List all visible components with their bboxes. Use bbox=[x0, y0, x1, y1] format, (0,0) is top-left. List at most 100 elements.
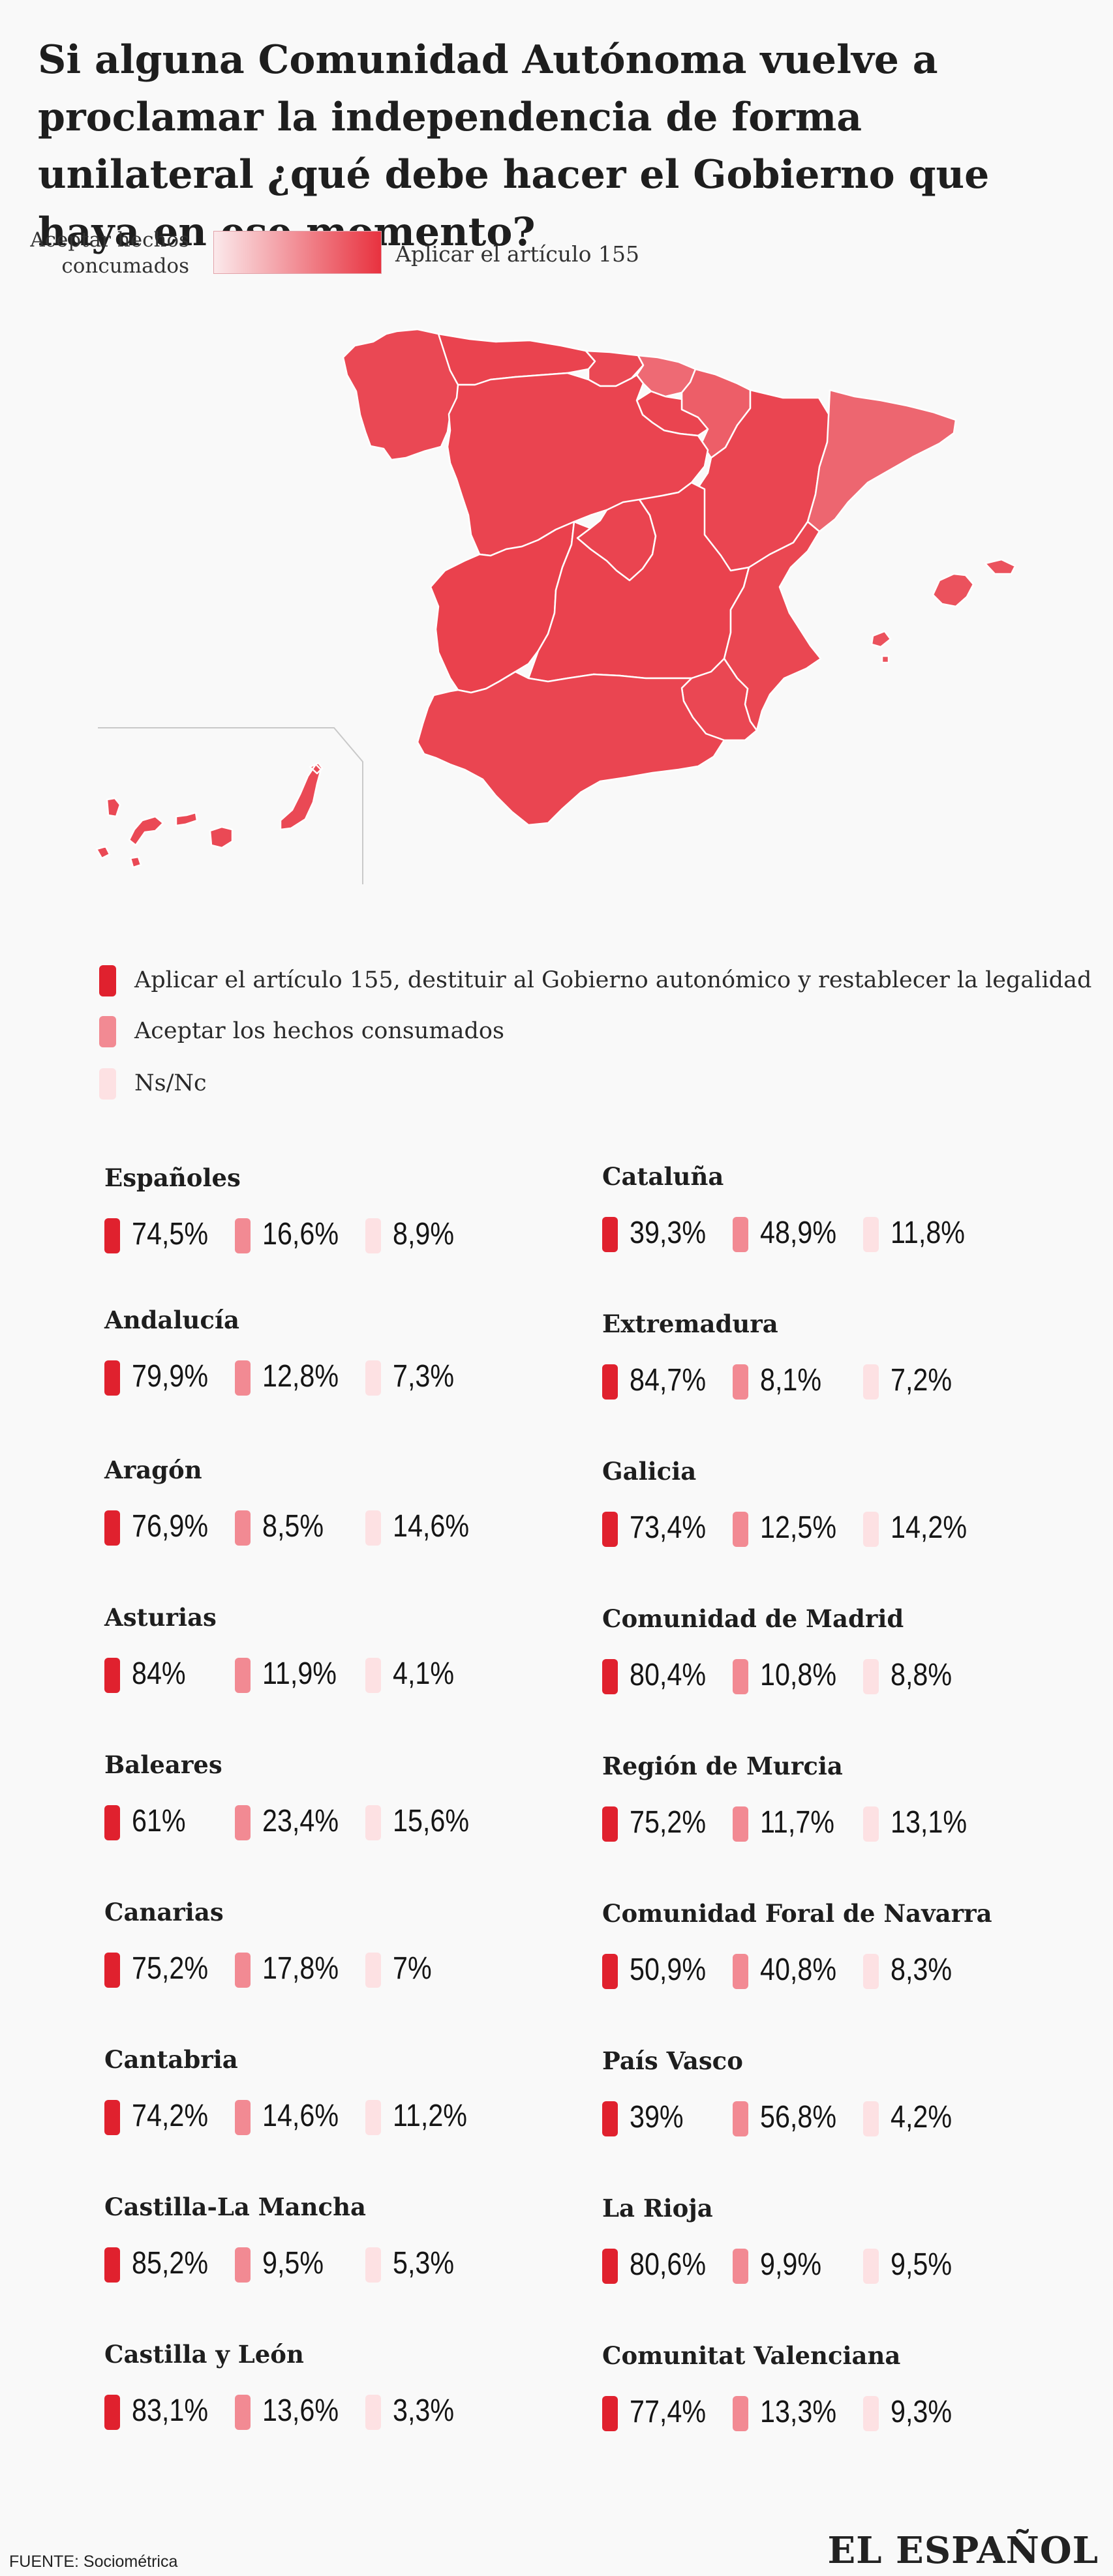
region-name: Cantabria bbox=[104, 2045, 238, 2074]
stat-swatch bbox=[365, 2100, 381, 2135]
region-name: Región de Murcia bbox=[602, 1752, 843, 1780]
region-name: Castilla-La Mancha bbox=[104, 2193, 366, 2221]
stat-swatch bbox=[365, 2395, 381, 2430]
stat-swatch bbox=[235, 2247, 251, 2283]
stat-swatch bbox=[863, 1217, 879, 1252]
stat-value: 12,8% bbox=[262, 1359, 339, 1394]
region-block: La Rioja 80,6% 9,9% 9,5% bbox=[602, 2193, 1059, 2303]
stat-value: 12,5% bbox=[760, 1510, 837, 1545]
region-block: Aragón 76,9% 8,5% 14,6% bbox=[104, 1454, 561, 1565]
stat-swatch bbox=[733, 2249, 748, 2284]
stat-swatch bbox=[863, 1512, 879, 1547]
stat-swatch bbox=[733, 2101, 748, 2136]
region-name: Comunitat Valenciana bbox=[602, 2341, 901, 2370]
map-region-pais-vasco bbox=[635, 354, 697, 398]
stat-swatch bbox=[602, 1954, 618, 1989]
stat-value: 14,6% bbox=[393, 1509, 470, 1544]
stat-value: 80,4% bbox=[630, 1658, 707, 1692]
stat-swatch bbox=[365, 1360, 381, 1396]
stat-value: 8,3% bbox=[891, 1953, 953, 1987]
stat-value: 8,1% bbox=[760, 1363, 822, 1398]
stat-swatch bbox=[863, 1954, 879, 1989]
region-name: Españoles bbox=[104, 1163, 241, 1192]
stat-value: 15,6% bbox=[393, 1804, 470, 1838]
legend-swatch bbox=[99, 1068, 116, 1100]
stat-value: 14,6% bbox=[262, 2099, 339, 2133]
map-region-canarias bbox=[95, 762, 324, 869]
stat-swatch bbox=[235, 1805, 251, 1840]
stat-swatch bbox=[733, 1512, 748, 1547]
region-name: Comunidad de Madrid bbox=[602, 1604, 904, 1633]
stat-value: 40,8% bbox=[760, 1953, 837, 1987]
stat-swatch bbox=[733, 1217, 748, 1252]
legend-label: Aplicar el artículo 155, destituir al Go… bbox=[134, 967, 1092, 993]
stat-swatch bbox=[104, 1658, 120, 1693]
stat-swatch bbox=[602, 1512, 618, 1547]
legend-swatch bbox=[99, 965, 116, 996]
stat-swatch bbox=[104, 2100, 120, 2135]
stat-swatch bbox=[365, 1218, 381, 1253]
region-name: Aragón bbox=[104, 1456, 202, 1484]
stat-swatch bbox=[235, 2395, 251, 2430]
stat-value: 13,1% bbox=[891, 1805, 968, 1840]
chart-title: Si alguna Comunidad Autónoma vuelve a pr… bbox=[38, 37, 990, 255]
stat-swatch bbox=[863, 1364, 879, 1400]
stat-swatch bbox=[863, 2101, 879, 2136]
region-block: Españoles 74,5% 16,6% 8,9% bbox=[104, 1162, 561, 1273]
region-name: Baleares bbox=[104, 1750, 222, 1779]
stat-value: 56,8% bbox=[760, 2100, 837, 2134]
legend-label: Aceptar los hechos consumados bbox=[134, 1018, 504, 1044]
stat-swatch bbox=[104, 1953, 120, 1988]
stat-value: 8,9% bbox=[393, 1217, 455, 1251]
stat-swatch bbox=[104, 1218, 120, 1253]
region-block: Asturias 84% 11,9% 4,1% bbox=[104, 1602, 561, 1713]
stat-swatch bbox=[365, 1658, 381, 1693]
stat-swatch bbox=[733, 1364, 748, 1400]
region-name: Castilla y León bbox=[104, 2340, 304, 2369]
spain-map bbox=[95, 328, 1016, 884]
stat-value: 75,2% bbox=[630, 1805, 707, 1840]
region-name: La Rioja bbox=[602, 2194, 713, 2223]
map-region-baleares bbox=[870, 558, 1016, 664]
region-name: País Vasco bbox=[602, 2046, 743, 2075]
stat-value: 3,3% bbox=[393, 2393, 455, 2428]
stat-value: 11,8% bbox=[891, 1216, 965, 1250]
stat-value: 85,2% bbox=[132, 2246, 209, 2281]
stat-value: 84,7% bbox=[630, 1363, 707, 1398]
stat-value: 7% bbox=[393, 1951, 432, 1986]
stat-value: 75,2% bbox=[132, 1951, 209, 1986]
legend-swatch bbox=[99, 1016, 116, 1047]
region-block: Canarias 75,2% 17,8% 7% bbox=[104, 1896, 561, 2007]
stat-value: 13,6% bbox=[262, 2393, 339, 2428]
region-block: Baleares 61% 23,4% 15,6% bbox=[104, 1749, 561, 1860]
stat-swatch bbox=[733, 1954, 748, 1989]
stat-swatch bbox=[235, 1953, 251, 1988]
stat-swatch bbox=[602, 2249, 618, 2284]
region-name: Cataluña bbox=[602, 1162, 724, 1191]
stat-value: 80,6% bbox=[630, 2247, 707, 2282]
stat-value: 11,9% bbox=[262, 1656, 337, 1691]
stat-value: 7,2% bbox=[891, 1363, 953, 1398]
region-name: Extremadura bbox=[602, 1310, 778, 1338]
stat-swatch bbox=[235, 1218, 251, 1253]
stat-swatch bbox=[235, 1658, 251, 1693]
map-region-cataluna bbox=[806, 389, 957, 533]
scale-low-label: Aceptar hechos concumados bbox=[30, 228, 189, 278]
stat-swatch bbox=[733, 1659, 748, 1694]
region-block: Cantabria 74,2% 14,6% 11,2% bbox=[104, 2044, 561, 2155]
region-name: Galicia bbox=[602, 1457, 697, 1486]
stat-swatch bbox=[602, 1364, 618, 1400]
legend-label: Ns/Nc bbox=[134, 1070, 207, 1096]
stat-value: 73,4% bbox=[630, 1510, 707, 1545]
stat-value: 11,7% bbox=[760, 1805, 834, 1840]
stat-value: 61% bbox=[132, 1804, 186, 1838]
region-name: Andalucía bbox=[104, 1306, 239, 1334]
stat-value: 76,9% bbox=[132, 1509, 209, 1544]
stat-swatch bbox=[104, 1805, 120, 1840]
stat-value: 74,5% bbox=[132, 1217, 209, 1251]
stat-value: 16,6% bbox=[262, 1217, 339, 1251]
stat-value: 50,9% bbox=[630, 1953, 707, 1987]
stat-value: 79,9% bbox=[132, 1359, 209, 1394]
region-name: Canarias bbox=[104, 1898, 224, 1926]
region-block: Región de Murcia 75,2% 11,7% 13,1% bbox=[602, 1750, 1059, 1861]
